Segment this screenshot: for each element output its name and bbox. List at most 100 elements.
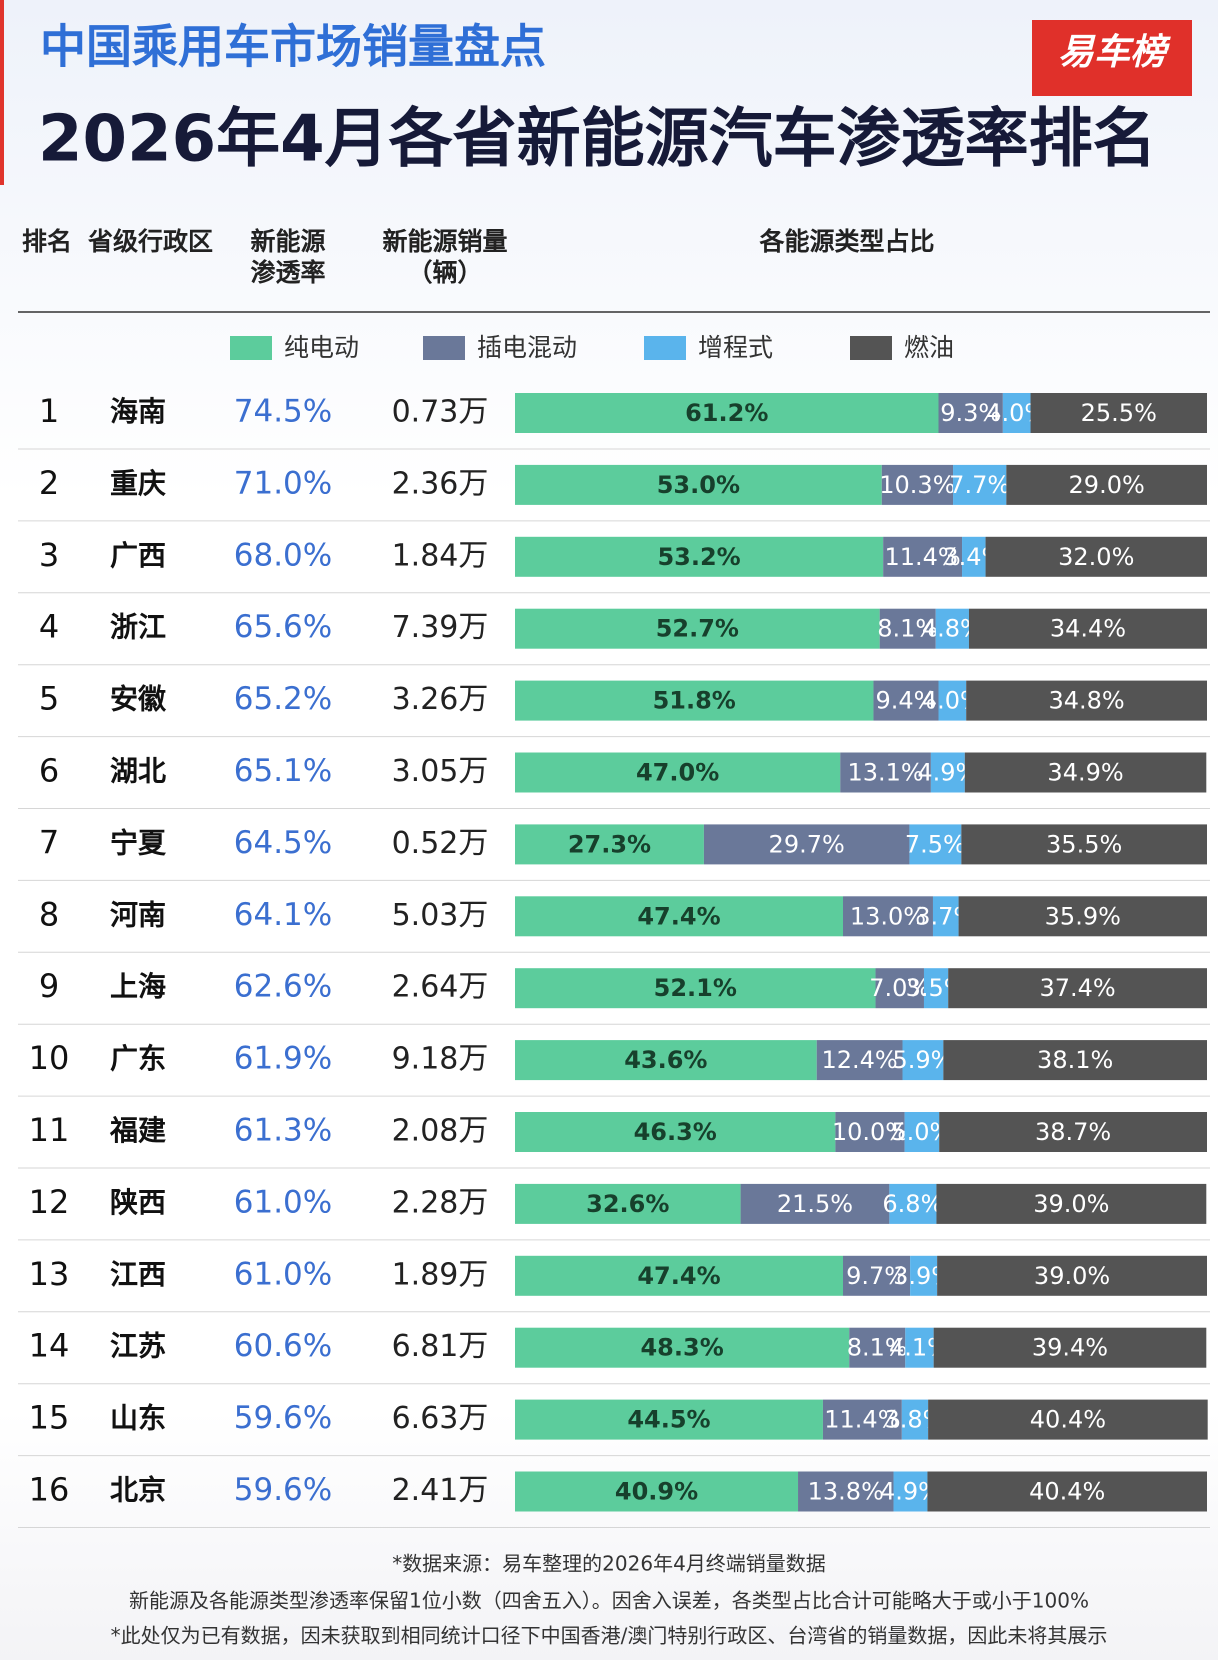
bar-label: 9.4% xyxy=(875,687,936,715)
bar-label: 61.2% xyxy=(685,399,768,427)
bar-label: 53.0% xyxy=(657,471,740,499)
col-header: 排名 xyxy=(22,227,72,256)
bar-segment xyxy=(883,536,963,577)
bar-label: 9.7% xyxy=(846,1262,907,1290)
col-header: 新能源 xyxy=(250,227,325,256)
legend-label: 插电混动 xyxy=(477,333,577,362)
bar-segment xyxy=(953,464,1007,505)
accent-bar xyxy=(0,0,4,185)
bar-segment xyxy=(985,536,1207,577)
bar-segment xyxy=(515,464,882,505)
bar-label: 38.1% xyxy=(1037,1046,1113,1074)
bar-segment xyxy=(515,752,841,793)
bar-segment xyxy=(943,1040,1207,1081)
bar-label: 10.3% xyxy=(879,471,955,499)
bar-segment xyxy=(893,1471,928,1512)
sales: 2.41万 xyxy=(392,1473,489,1508)
rank: 16 xyxy=(29,1471,70,1509)
province: 福建 xyxy=(109,1114,166,1147)
bar-segment xyxy=(948,968,1207,1009)
bar-label: 7.7% xyxy=(949,471,1010,499)
bar-segment xyxy=(875,968,924,1009)
bar-label: 21.5% xyxy=(777,1190,853,1218)
bar-label: 47.4% xyxy=(637,1262,720,1290)
bar-segment xyxy=(849,1327,906,1368)
bar-label: 40.9% xyxy=(615,1478,698,1506)
province: 湖北 xyxy=(110,755,166,788)
bar-segment xyxy=(515,1183,741,1224)
bar-label: 32.0% xyxy=(1058,543,1134,571)
bar-label: 47.0% xyxy=(636,759,719,787)
bar-label: 7.0% xyxy=(869,974,930,1002)
bar-label: 11.4% xyxy=(884,543,960,571)
rank: 13 xyxy=(29,1255,70,1293)
bar-segment xyxy=(910,1255,938,1296)
bar-segment xyxy=(936,1183,1207,1224)
bar-label: 32.6% xyxy=(586,1190,669,1218)
bar-segment xyxy=(515,1399,823,1440)
bar-segment xyxy=(902,1040,944,1081)
rank: 6 xyxy=(39,752,59,790)
bar-segment xyxy=(515,680,874,721)
bar-label: 40.4% xyxy=(1030,1406,1106,1434)
bar-label: 13.1% xyxy=(847,759,923,787)
col-header: 各能源类型占比 xyxy=(758,227,934,256)
sales: 2.08万 xyxy=(392,1114,489,1149)
bar-segment xyxy=(932,896,959,937)
bar-label: 37.4% xyxy=(1039,974,1115,1002)
sales: 6.81万 xyxy=(392,1329,489,1364)
bar-label: 27.3% xyxy=(568,830,651,858)
footer-note: *数据来源：易车整理的2026年4月终端销量数据 xyxy=(392,1552,826,1576)
bar-label: 47.4% xyxy=(637,902,720,930)
bar-label: 6.8% xyxy=(882,1190,943,1218)
penetration: 71.0% xyxy=(234,465,332,501)
rank: 3 xyxy=(39,536,59,574)
legend-label: 燃油 xyxy=(904,333,954,362)
bar-segment xyxy=(740,1183,890,1224)
bar-segment xyxy=(961,824,1207,865)
penetration: 61.3% xyxy=(234,1113,332,1149)
bar-segment xyxy=(515,1471,799,1512)
penetration: 61.0% xyxy=(234,1256,332,1292)
bar-segment xyxy=(966,680,1207,721)
rank: 9 xyxy=(39,967,59,1005)
rank: 10 xyxy=(29,1039,70,1077)
bar-segment xyxy=(798,1471,894,1512)
province: 广西 xyxy=(110,539,166,572)
province: 山东 xyxy=(110,1402,166,1435)
bar-label: 13.0% xyxy=(850,902,926,930)
penetration: 74.5% xyxy=(234,394,332,430)
bar-segment xyxy=(1006,464,1207,505)
sales: 1.84万 xyxy=(392,538,489,573)
province: 安徽 xyxy=(110,683,167,716)
subtitle: 中国乘用车市场销量盘点 xyxy=(40,20,546,74)
bar-segment xyxy=(938,393,1003,433)
rank: 2 xyxy=(39,464,59,502)
bar-segment xyxy=(909,824,962,865)
title: 2026年4月各省新能源汽车渗透率排名 xyxy=(38,103,1157,177)
bar-label: 8.1% xyxy=(847,1334,908,1362)
sales: 2.36万 xyxy=(392,466,489,501)
rank: 14 xyxy=(29,1327,70,1365)
bar-segment xyxy=(515,536,884,577)
bar-segment xyxy=(927,1471,1207,1512)
province: 宁夏 xyxy=(110,826,167,859)
legend-swatch xyxy=(644,336,686,360)
rank: 5 xyxy=(39,680,59,718)
legend-swatch xyxy=(230,336,272,360)
bar-segment xyxy=(964,752,1207,793)
province: 上海 xyxy=(110,970,166,1003)
bar-segment xyxy=(515,824,704,865)
sales: 1.89万 xyxy=(392,1257,489,1292)
rank: 12 xyxy=(29,1183,70,1221)
bar-label: 39.0% xyxy=(1033,1190,1109,1218)
bar-segment xyxy=(905,1327,934,1368)
bar-label: 44.5% xyxy=(627,1406,710,1434)
bar-segment xyxy=(935,608,969,649)
bar-segment xyxy=(901,1399,929,1440)
sales: 2.64万 xyxy=(392,970,489,1005)
rank: 4 xyxy=(39,608,59,646)
province: 北京 xyxy=(110,1474,166,1507)
sales: 3.26万 xyxy=(392,682,489,717)
bar-segment xyxy=(816,1040,903,1081)
